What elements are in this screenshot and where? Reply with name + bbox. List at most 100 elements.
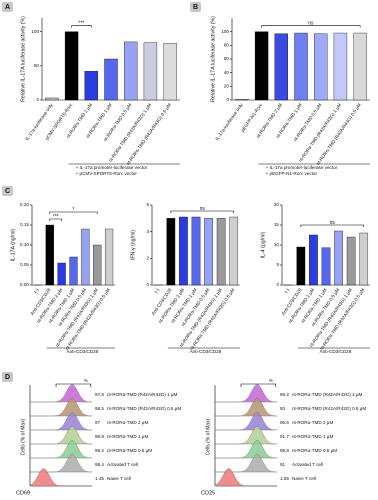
bar	[163, 43, 177, 101]
bar	[346, 236, 356, 286]
row-label: Activated T cell	[107, 462, 138, 467]
bar	[57, 262, 66, 286]
significance-bracket	[49, 218, 62, 221]
row-label: nt-RORα-TMD (R42A/R43G) 0.5 μM	[292, 406, 366, 411]
y-axis-label: IFN-γ (ng/ml)	[130, 230, 136, 261]
row-percent: 1.45	[95, 476, 104, 481]
row-percent: 93	[280, 406, 286, 411]
y-tick-label: 2	[146, 256, 149, 261]
x-tick-label: IL-17a-luciferase only	[214, 102, 244, 141]
histogram-curve	[215, 384, 278, 403]
bar	[321, 247, 331, 286]
row-label: nt-RORα-TMD 0.5 μM	[292, 448, 337, 453]
significance-bracket	[49, 211, 98, 214]
panel-tab	[2, 186, 13, 196]
y-tick-label: 0	[226, 97, 229, 102]
y-tick-label: 100	[31, 29, 39, 34]
row-percent: 95.8	[280, 448, 289, 453]
row-percent: 95.6	[280, 420, 289, 425]
y-axis-label: Relative IL-17A luciferase activity (%)	[20, 16, 26, 102]
y-tick-label: 4	[146, 229, 149, 234]
bar	[359, 232, 369, 286]
bar	[179, 216, 188, 286]
bar	[45, 97, 59, 101]
panel-letter: D	[5, 374, 10, 381]
row-label: nt-RORα-TMD 2 μM	[292, 420, 333, 425]
y-tick-label: 60	[224, 56, 230, 61]
bar	[45, 224, 54, 286]
bar	[216, 218, 226, 286]
x-tick-label: (-)	[153, 287, 160, 294]
significance-label: ns	[330, 220, 336, 226]
bar	[274, 33, 288, 101]
bar	[334, 230, 343, 286]
row-percent: 97	[95, 420, 101, 425]
row-label: nt-RORα-TMD (R42A/R43G) 1 μM	[107, 392, 178, 397]
x-tick-label: nt-RORα-TMD (R42A/R43G) 0.5 μM	[315, 102, 362, 166]
row-percent: 98.8	[95, 434, 104, 439]
panel-letter: B	[193, 4, 198, 11]
group-label: Anti-CD3/CD28	[190, 349, 222, 354]
bar	[104, 58, 118, 101]
panel-tab	[2, 2, 13, 12]
gate	[55, 383, 92, 387]
note: + pCMV-SPORT6-Rorc vector	[76, 171, 138, 176]
y-tick-label: 50	[34, 63, 40, 68]
y-tick-label: 10	[274, 242, 280, 247]
bar	[314, 33, 328, 101]
row-label: nt-RORα-TMD 0.5 μM	[107, 448, 152, 453]
y-axis-label: IL-17A (ng/ml)	[10, 228, 16, 261]
note: + IL-17a promoter-luciferase vector	[266, 165, 338, 170]
row-label: nt-RORα-TMD (R42A/R43G) 1 μM	[292, 392, 363, 397]
bar	[254, 31, 269, 101]
row-label: Naive T cell	[292, 476, 316, 481]
y-axis-label: Cells (% of Max)	[20, 418, 26, 455]
row-label: nt-RORα-TMD 1 μM	[107, 434, 148, 439]
bar	[296, 246, 306, 286]
y-tick-label: 20	[224, 84, 230, 89]
gate-label: %	[269, 378, 273, 383]
note: + pEGFP-N1-Rorc vector	[266, 171, 318, 176]
row-percent: 99.2	[95, 448, 104, 453]
group-label: Anti-CD3/CD28	[320, 349, 352, 354]
y-tick-label: 0.10	[20, 242, 29, 247]
row-label: nt-RORα-TMD 1 μM	[292, 434, 333, 439]
bar	[84, 71, 98, 101]
y-axis-label: Cells (% of Max)	[205, 418, 211, 455]
y-tick-label: 0	[36, 97, 39, 102]
bar	[191, 216, 201, 286]
bar	[235, 99, 249, 101]
note: + IL-17a promoter-luciferase vector	[76, 165, 148, 170]
panel-letter: A	[5, 4, 10, 11]
row-label: nt-RORα-TMD 2 μM	[107, 420, 148, 425]
significance-label: ***	[79, 20, 85, 26]
y-tick-label: 15	[274, 222, 280, 227]
bar	[81, 228, 90, 286]
significance-label: *	[73, 207, 75, 213]
row-label: nt-RORα-TMD (R42A/R43G) 0.5 μM	[107, 406, 181, 411]
y-axis-label: Relative IL-17A luciferase activity (%)	[210, 16, 216, 102]
row-percent: 1.55	[280, 476, 289, 481]
significance-label: ns	[200, 206, 206, 212]
y-tick-label: 100	[221, 29, 229, 34]
x-axis-label: CD25	[201, 490, 215, 496]
significance-bracket	[300, 224, 365, 227]
bar	[353, 32, 367, 101]
bar	[93, 244, 102, 286]
bar	[124, 41, 138, 101]
significance-bracket	[71, 25, 92, 28]
panel-letter: C	[5, 188, 10, 195]
x-tick-label: (-)	[33, 287, 40, 294]
bar	[204, 218, 213, 286]
y-tick-label: 0.00	[20, 282, 29, 287]
bar	[166, 218, 176, 286]
bar	[229, 216, 239, 286]
y-tick-label: 6	[146, 202, 149, 207]
row-percent: 91.7	[280, 434, 289, 439]
row-percent: 98.5	[95, 406, 104, 411]
bar	[143, 42, 158, 101]
panel-tab	[190, 2, 201, 12]
significance-label: ***	[53, 214, 59, 220]
bar	[294, 32, 308, 101]
